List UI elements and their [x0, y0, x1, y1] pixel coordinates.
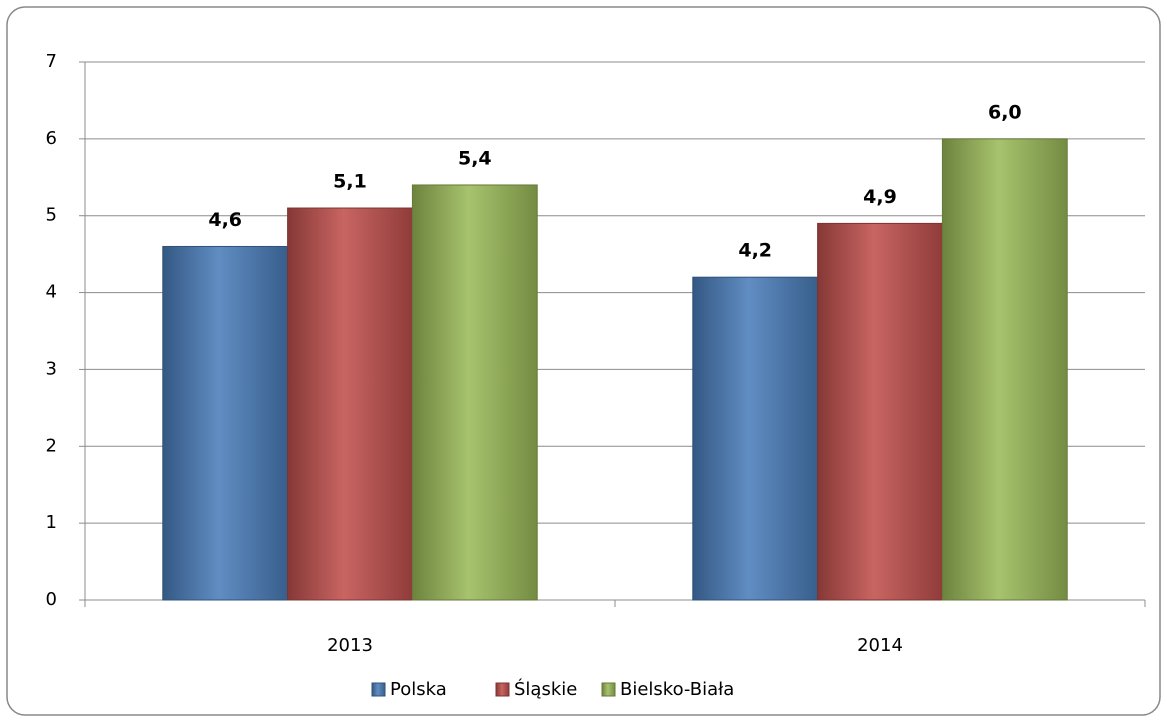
- x-tick-label: 2013: [327, 635, 373, 656]
- y-tick-label: 5: [46, 205, 57, 226]
- y-tick-label: 3: [46, 358, 57, 379]
- y-tick-label: 1: [46, 512, 57, 533]
- legend-swatch: [371, 682, 386, 697]
- bar: [287, 207, 413, 601]
- value-label: 4,9: [863, 186, 897, 208]
- y-tick-label: 2: [46, 435, 57, 456]
- legend-swatch: [601, 682, 616, 697]
- bar: [817, 222, 943, 601]
- y-tick-label: 4: [46, 282, 57, 303]
- value-label: 5,1: [333, 171, 367, 193]
- y-tick-label: 6: [46, 128, 57, 149]
- x-tick-label: 2014: [857, 635, 903, 656]
- bar: [411, 184, 538, 601]
- value-label: 6,0: [988, 101, 1022, 123]
- value-label: 5,4: [458, 147, 492, 169]
- y-tick-label: 7: [46, 51, 57, 72]
- value-label: 4,2: [738, 240, 772, 262]
- bar: [692, 276, 819, 601]
- value-label: 4,6: [208, 209, 242, 231]
- legend-label: Śląskie: [514, 678, 577, 700]
- y-tick-label: 0: [46, 589, 57, 610]
- bar: [941, 138, 1068, 601]
- legend-label: Bielsko-Biała: [620, 679, 734, 700]
- legend-label: Polska: [390, 679, 447, 700]
- legend-swatch: [495, 682, 510, 697]
- bar: [162, 245, 289, 601]
